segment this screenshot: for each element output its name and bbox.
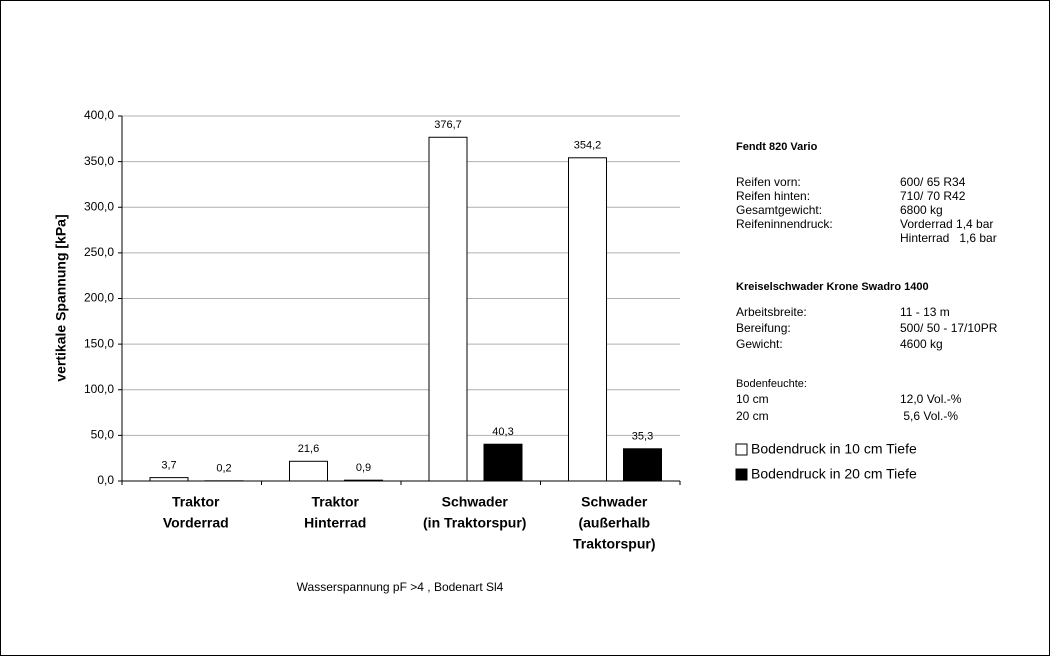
- panel-title: Fendt 820 Vario: [736, 141, 818, 153]
- y-axis-label: vertikale Spannung [kPa]: [53, 214, 69, 381]
- panel-label: Arbeitsbreite:: [736, 305, 807, 319]
- y-tick-label: 200,0: [84, 291, 114, 305]
- y-tick-label: 400,0: [84, 108, 114, 122]
- legend-label: Bodendruck in 10 cm Tiefe: [751, 441, 917, 457]
- x-tick-label: Traktor: [172, 494, 220, 510]
- panel-label: Reifen hinten:: [736, 189, 810, 203]
- panel-value: Vorderrad 1,4 bar: [900, 217, 993, 231]
- x-tick-label: Traktor: [312, 494, 360, 510]
- y-tick-label: 50,0: [91, 428, 115, 442]
- legend-swatch: [735, 468, 748, 481]
- bar: [623, 448, 662, 482]
- panel-value: Hinterrad 1,6 bar: [900, 231, 997, 245]
- bar: [344, 479, 383, 482]
- value-label: 0,9: [356, 462, 371, 474]
- x-tick-label: Traktorspur): [573, 536, 655, 552]
- panel-label: Reifeninnendruck:: [736, 217, 833, 231]
- y-tick-label: 150,0: [84, 336, 114, 350]
- y-tick-label: 0,0: [97, 473, 114, 487]
- y-tick-label: 300,0: [84, 199, 114, 213]
- value-label: 0,2: [216, 463, 231, 475]
- y-tick-label: 250,0: [84, 245, 114, 259]
- value-label: 376,7: [434, 119, 462, 131]
- panel-value: 500/ 50 - 17/10PR: [900, 321, 998, 335]
- value-label: 3,7: [161, 460, 176, 472]
- panel-value: 5,6 Vol.-%: [900, 409, 958, 423]
- legend-label: Bodendruck in 20 cm Tiefe: [751, 466, 917, 482]
- value-label: 21,6: [298, 443, 319, 455]
- panel-value: 600/ 65 R34: [900, 175, 966, 189]
- panel-label: Bereifung:: [736, 321, 791, 335]
- x-tick-label: Schwader: [581, 494, 648, 510]
- bar: [428, 136, 468, 482]
- panel-label: Gesamtgewicht:: [736, 203, 822, 217]
- panel-title: Kreiselschwader Krone Swadro 1400: [736, 281, 929, 293]
- x-tick-label: (in Traktorspur): [423, 515, 526, 531]
- legend-swatch: [735, 443, 748, 456]
- bar: [483, 443, 523, 482]
- panel-title: Bodenfeuchte:: [736, 378, 807, 390]
- panel-label: Reifen vorn:: [736, 175, 801, 189]
- value-label: 40,3: [492, 426, 513, 438]
- x-tick-label: Hinterrad: [304, 515, 366, 531]
- panel-label: Gewicht:: [736, 337, 783, 351]
- panel-value: 6800 kg: [900, 203, 943, 217]
- y-tick-label: 100,0: [84, 382, 114, 396]
- panel-value: 11 - 13 m: [900, 305, 950, 319]
- x-tick-label: Schwader: [442, 494, 509, 510]
- bar: [568, 157, 607, 482]
- y-tick-label: 350,0: [84, 154, 114, 168]
- panel-value: 4600 kg: [900, 337, 943, 351]
- x-tick-label: Vorderrad: [163, 515, 229, 531]
- panel-label: 10 cm: [736, 392, 769, 406]
- value-label: 35,3: [632, 431, 653, 443]
- x-axis-label: Wasserspannung pF >4 , Bodenart Sl4: [297, 580, 504, 594]
- bar: [149, 477, 189, 482]
- x-tick-label: (außerhalb: [578, 515, 650, 531]
- panel-value: 12,0 Vol.-%: [900, 392, 962, 406]
- panel-value: 710/ 70 R42: [900, 189, 966, 203]
- panel-label: 20 cm: [736, 409, 769, 423]
- value-label: 354,2: [574, 140, 602, 152]
- bar: [289, 460, 328, 482]
